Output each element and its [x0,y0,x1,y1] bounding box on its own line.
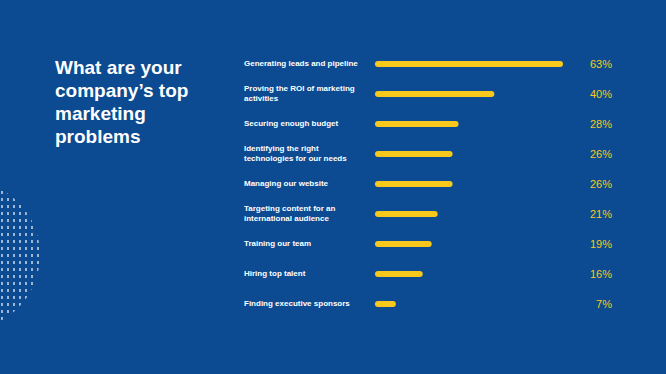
data-label: 26% [552,147,612,161]
category-label: Finding executive sponsors [244,299,350,309]
data-label: 7% [552,297,612,311]
title: What are your company’s top marketing pr… [55,56,223,148]
category-label: Generating leads and pipeline [244,59,358,69]
data-label: 21% [552,207,612,221]
decoration-dash [31,170,32,340]
bars [375,61,563,307]
bar [375,121,459,127]
bar [375,151,453,157]
decoration-dash [25,170,26,340]
decoration-dash [7,170,8,340]
data-label: 63% [552,57,612,71]
bar [375,181,453,187]
category-label: Hiring top talent [244,269,305,279]
bar [375,271,423,277]
category-label: Training our team [244,239,311,249]
decoration-dash [43,170,44,340]
category-cell: Finding executive sponsors [244,289,370,319]
category-label: Identifying the right technologies for o… [244,144,370,164]
bar [375,301,396,307]
decoration-dash [19,170,20,340]
bar [375,61,563,67]
bar [375,241,432,247]
category-cell: Hiring top talent [244,259,370,289]
category-cell: Identifying the right technologies for o… [244,139,370,169]
category-cell: Targeting content for an international a… [244,199,370,229]
decoration-dash [1,170,2,340]
category-cell: Training our team [244,229,370,259]
category-label: Managing our website [244,179,328,189]
category-cell: Securing enough budget [244,109,370,139]
category-label: Proving the ROI of marketing activities [244,84,370,104]
bar [375,91,494,97]
stage: What are your company’s top marketing pr… [0,0,666,374]
data-label: 19% [552,237,612,251]
data-label: 26% [552,177,612,191]
bar [375,211,438,217]
data-label: 28% [552,117,612,131]
decoration [2,170,44,340]
chart-svg [0,0,666,374]
category-cell: Managing our website [244,169,370,199]
decoration-dash [37,170,38,340]
category-cell: Proving the ROI of marketing activities [244,79,370,109]
category-label: Targeting content for an international a… [244,204,370,224]
category-cell: Generating leads and pipeline [244,49,370,79]
decoration-dash [13,170,14,340]
data-label: 16% [552,267,612,281]
category-label: Securing enough budget [244,119,338,129]
data-label: 40% [552,87,612,101]
